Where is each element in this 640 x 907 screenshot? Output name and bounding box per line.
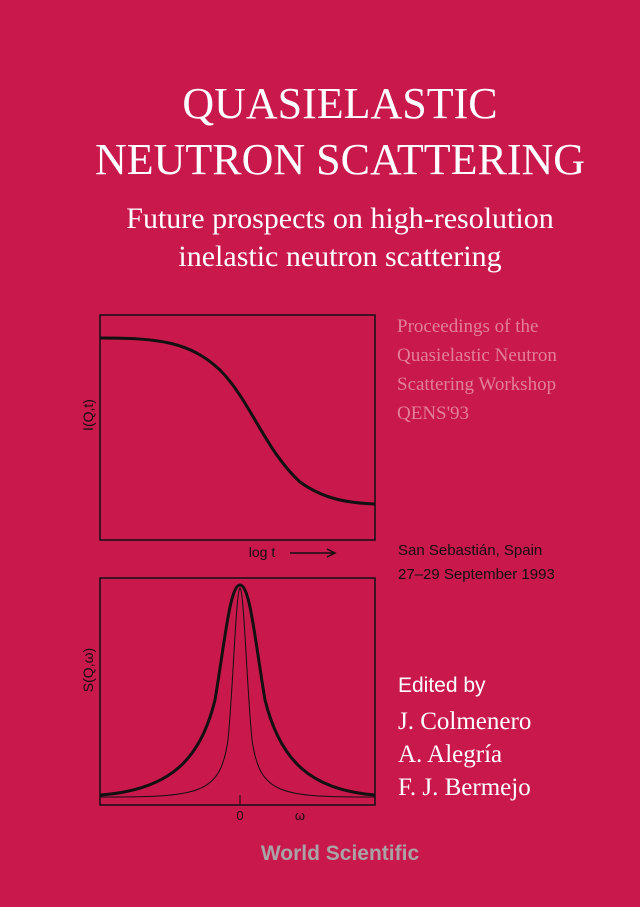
editor-name: F. J. Bermejo [398,774,531,801]
title-line: NEUTRON SCATTERING [95,135,585,184]
proceedings-line: QENS'93 [397,403,469,424]
editor-name: A. Alegría [398,741,502,768]
editors-heading: Edited by [398,674,486,697]
subtitle-line: Future prospects on high-resolution [126,202,553,235]
editor-name: J. Colmenero [398,708,531,735]
narrow-peak [99,587,376,798]
proceedings-line: Quasielastic Neutron [397,345,557,366]
proceedings-line: Scattering Workshop [397,374,556,395]
x-axis-label: log t [249,544,276,560]
y-axis-label: I(Q,t) [80,399,96,431]
broad-peak [99,583,376,797]
x-tick-label: 0 [236,808,243,823]
decay-curve [99,336,376,506]
venue-line: 27–29 September 1993 [398,566,555,583]
publisher: World Scientific [261,842,420,865]
title-line: QUASIELASTIC [182,79,497,128]
y-axis-label: S(Q,ω) [80,648,96,692]
axis-arrow [290,548,337,558]
x-axis-label: ω [295,808,305,823]
proceedings-line: Proceedings of the [397,316,538,337]
venue-line: San Sebastián, Spain [398,542,542,559]
subtitle-line: inelastic neutron scattering [178,240,501,273]
plot-frame [99,577,376,806]
proceedings: Proceedings of the Quasielastic Neutron … [397,316,557,424]
plot-frame [99,314,376,541]
